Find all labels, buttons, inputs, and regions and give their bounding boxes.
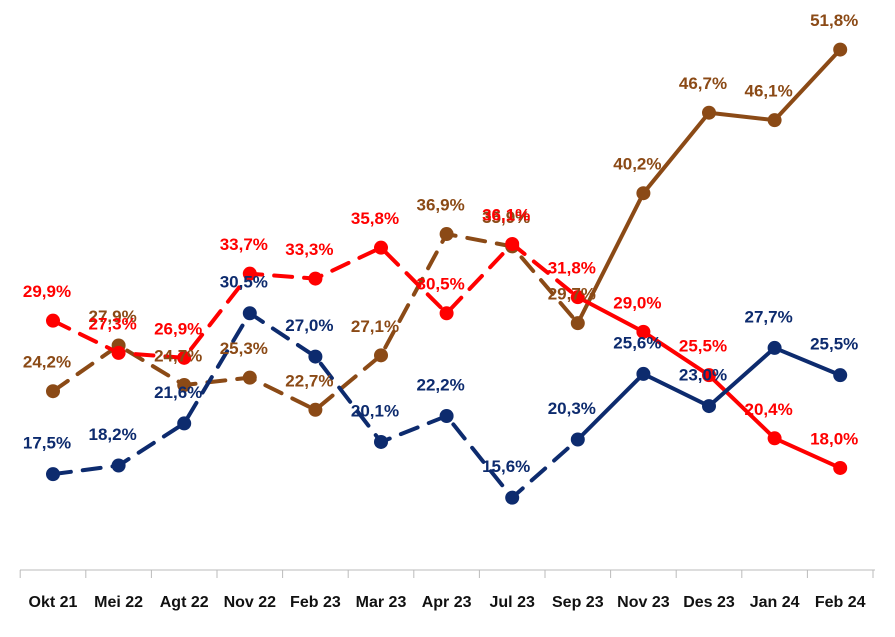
- data-label: 29,0%: [613, 293, 661, 312]
- marker: [46, 467, 60, 482]
- marker: [374, 348, 388, 363]
- series-line: [51, 311, 580, 500]
- x-tick-label: Mei 22: [94, 594, 144, 611]
- marker: [46, 384, 60, 399]
- series-line: [575, 345, 843, 442]
- marker: [570, 432, 585, 447]
- marker: [111, 345, 126, 360]
- data-label: 24,2%: [23, 353, 71, 372]
- data-label: 29,9%: [23, 282, 71, 301]
- marker: [177, 416, 192, 431]
- marker: [177, 378, 192, 393]
- data-label: 30,5%: [416, 275, 464, 294]
- x-tick-label: Feb 23: [290, 594, 341, 611]
- x-tick-label: Sep 23: [552, 594, 604, 611]
- data-label: 27,9%: [88, 307, 136, 326]
- marker: [439, 227, 454, 242]
- marker: [505, 236, 520, 251]
- marker: [570, 316, 585, 331]
- marker: [702, 368, 716, 383]
- marker: [702, 399, 716, 414]
- data-label: 35,9%: [482, 208, 530, 227]
- marker: [767, 340, 782, 355]
- data-label: 30,5%: [220, 273, 268, 292]
- data-label: 27,3%: [88, 314, 136, 333]
- x-tick-label: Jul 23: [489, 594, 535, 611]
- x-tick-label: Apr 23: [421, 594, 472, 611]
- data-label: 27,7%: [744, 307, 792, 326]
- data-label: 33,7%: [220, 235, 268, 254]
- data-label: 51,8%: [810, 11, 858, 30]
- x-tick-label: Jan 24: [749, 594, 800, 611]
- marker: [570, 290, 585, 305]
- x-tick-label: Feb 24: [814, 594, 866, 611]
- marker: [767, 113, 782, 128]
- data-label: 25,5%: [810, 335, 858, 354]
- marker: [242, 266, 257, 281]
- marker: [636, 324, 651, 339]
- data-label: 46,7%: [679, 74, 727, 93]
- marker: [242, 306, 257, 321]
- marker: [242, 370, 257, 385]
- marker: [308, 349, 323, 364]
- data-label: 33,3%: [285, 240, 333, 259]
- marker: [111, 458, 126, 473]
- data-label: 22,2%: [416, 375, 464, 394]
- data-label: 27,0%: [285, 316, 333, 335]
- marker: [46, 313, 60, 328]
- data-label: 20,4%: [744, 400, 792, 419]
- marker: [308, 271, 323, 286]
- marker: [308, 402, 323, 417]
- x-tick-label: Nov 23: [617, 594, 670, 611]
- data-label: 46,1%: [744, 82, 792, 101]
- data-label: 21,6%: [154, 383, 202, 402]
- marker: [833, 368, 848, 383]
- data-label: 25,6%: [613, 333, 661, 352]
- data-label: 18,0%: [810, 429, 858, 448]
- data-label: 25,3%: [220, 339, 268, 358]
- series-line: [51, 241, 580, 360]
- marker: [636, 366, 651, 381]
- data-label: 40,2%: [613, 155, 661, 174]
- data-label: 31,8%: [548, 259, 596, 278]
- data-label: 17,5%: [23, 434, 71, 453]
- data-label: 18,2%: [88, 425, 136, 444]
- marker: [374, 240, 388, 255]
- data-label: 20,3%: [548, 399, 596, 418]
- data-label: 24,7%: [154, 347, 202, 366]
- marker: [833, 460, 848, 475]
- data-label: 27,1%: [351, 317, 399, 336]
- marker: [505, 490, 520, 505]
- series-line: [51, 232, 580, 412]
- marker: [833, 42, 848, 57]
- data-label: 29,7%: [548, 285, 596, 304]
- data-label: 26,9%: [154, 319, 202, 338]
- data-label: 25,5%: [679, 337, 727, 356]
- data-label: 23,0%: [679, 366, 727, 385]
- data-label: 36,1%: [482, 205, 530, 224]
- marker: [177, 350, 192, 365]
- marker: [439, 306, 454, 321]
- x-tick-label: Okt 21: [28, 594, 78, 611]
- marker: [636, 186, 651, 201]
- data-label: 36,9%: [416, 196, 464, 215]
- data-label: 35,8%: [351, 209, 399, 228]
- data-label: 20,1%: [351, 401, 399, 420]
- x-tick-label: Nov 22: [223, 594, 277, 611]
- marker: [439, 408, 454, 423]
- data-label: 22,7%: [285, 371, 333, 390]
- marker: [702, 105, 716, 120]
- data-label: 15,6%: [482, 457, 530, 476]
- x-tick-label: Des 23: [683, 594, 735, 611]
- marker: [767, 431, 782, 446]
- marker: [374, 434, 388, 449]
- x-tick-label: Mar 23: [355, 594, 407, 611]
- x-tick-label: Agt 22: [159, 594, 209, 611]
